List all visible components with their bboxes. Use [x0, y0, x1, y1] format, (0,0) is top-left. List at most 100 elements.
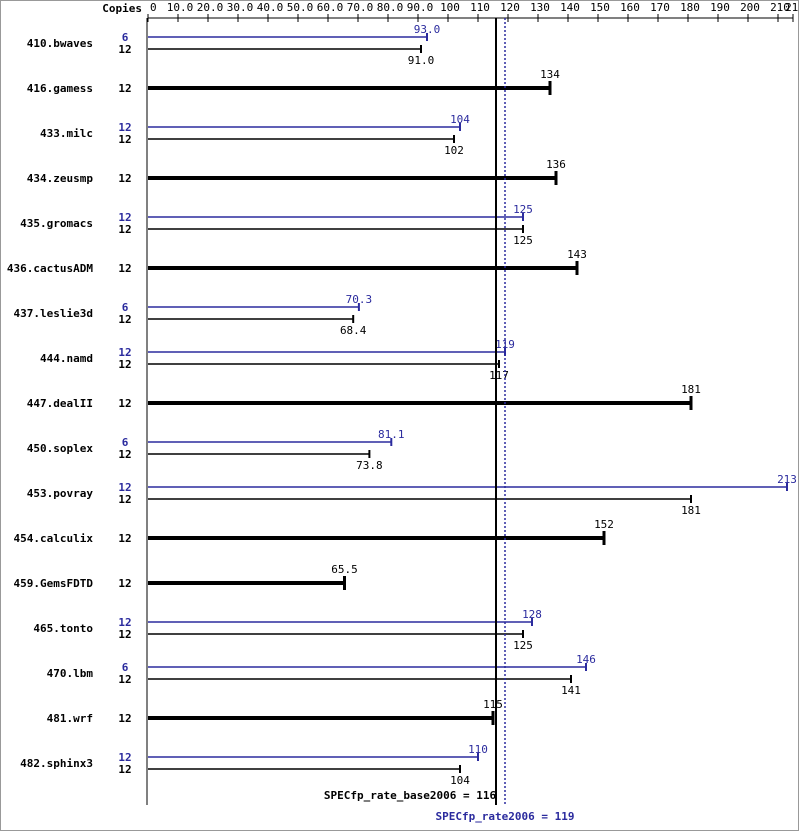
copies-label: 12 — [118, 346, 131, 359]
copies-label: 12 — [118, 313, 131, 326]
category-label: 454.calculix — [14, 532, 94, 545]
category-label: 435.gromacs — [20, 217, 93, 230]
copies-label: 6 — [122, 31, 129, 44]
value-label: 152 — [594, 518, 614, 531]
x-axis-label: Copies — [102, 2, 142, 15]
value-label: 143 — [567, 248, 587, 261]
bar — [148, 498, 691, 500]
copies-label: 6 — [122, 661, 129, 674]
x-tick-label: 80.0 — [377, 1, 404, 14]
copies-label: 12 — [118, 358, 131, 371]
copies-label: 12 — [118, 712, 131, 725]
x-tick-label: 50.0 — [287, 1, 314, 14]
x-tick-label: 150 — [590, 1, 610, 14]
x-tick-label: 60.0 — [317, 1, 344, 14]
x-tick-label: 210 — [770, 1, 790, 14]
value-label: 115 — [483, 698, 503, 711]
x-tick-label: 215 — [785, 1, 799, 14]
x-tick-label: 40.0 — [257, 1, 284, 14]
x-tick-label: 170 — [650, 1, 670, 14]
value-label: 110 — [468, 743, 488, 756]
value-label: 181 — [681, 383, 701, 396]
copies-label: 12 — [118, 481, 131, 494]
x-tick-label: 200 — [740, 1, 760, 14]
bar — [148, 486, 787, 488]
bar — [148, 536, 604, 540]
bar — [148, 126, 460, 128]
bar — [148, 756, 478, 758]
copies-label: 12 — [118, 397, 131, 410]
x-tick-label: 30.0 — [227, 1, 254, 14]
x-tick-label: 100 — [440, 1, 460, 14]
category-label: 447.dealII — [27, 397, 93, 410]
x-tick-label: 0 — [150, 1, 157, 14]
copies-label: 12 — [118, 82, 131, 95]
value-label: 141 — [561, 684, 581, 697]
reference-label: SPECfp_rate_base2006 = 116 — [324, 789, 497, 802]
value-label: 213 — [777, 473, 797, 486]
value-label: 181 — [681, 504, 701, 517]
bar — [148, 36, 427, 38]
x-tick-label: 160 — [620, 1, 640, 14]
value-label: 146 — [576, 653, 596, 666]
bar — [148, 581, 345, 585]
bar — [148, 401, 691, 405]
category-label: 482.sphinx3 — [20, 757, 93, 770]
x-tick-label: 70.0 — [347, 1, 374, 14]
x-tick-label: 10.0 — [167, 1, 194, 14]
bar — [148, 666, 586, 668]
value-label: 70.3 — [346, 293, 373, 306]
x-tick-label: 180 — [680, 1, 700, 14]
value-label: 134 — [540, 68, 560, 81]
category-label: 453.povray — [27, 487, 94, 500]
copies-label: 12 — [118, 673, 131, 686]
copies-label: 6 — [122, 436, 129, 449]
value-label: 125 — [513, 203, 533, 216]
bar — [148, 363, 499, 365]
bar — [148, 351, 505, 353]
value-label: 125 — [513, 639, 533, 652]
copies-label: 12 — [118, 616, 131, 629]
copies-label: 12 — [118, 493, 131, 506]
bar — [148, 453, 370, 455]
x-tick-label: 190 — [710, 1, 730, 14]
bar — [148, 48, 421, 50]
value-label: 65.5 — [331, 563, 358, 576]
copies-label: 12 — [118, 121, 131, 134]
bar — [148, 716, 493, 720]
copies-label: 12 — [118, 628, 131, 641]
value-label: 128 — [522, 608, 542, 621]
value-label: 104 — [450, 113, 470, 126]
category-label: 410.bwaves — [27, 37, 93, 50]
bar — [148, 266, 577, 270]
copies-label: 12 — [118, 43, 131, 56]
x-tick-label: 130 — [530, 1, 550, 14]
bar — [148, 621, 532, 623]
value-label: 136 — [546, 158, 566, 171]
x-tick-label: 110 — [470, 1, 490, 14]
x-tick-label: 120 — [500, 1, 520, 14]
x-tick-label: 20.0 — [197, 1, 224, 14]
x-tick-label: 140 — [560, 1, 580, 14]
bar — [148, 216, 523, 218]
value-label: 73.8 — [356, 459, 383, 472]
bar — [148, 768, 460, 770]
bar — [148, 138, 454, 140]
value-label: 102 — [444, 144, 464, 157]
copies-label: 12 — [118, 211, 131, 224]
category-label: 416.gamess — [27, 82, 93, 95]
bar — [148, 633, 523, 635]
reference-label: SPECfp_rate2006 = 119 — [435, 810, 574, 823]
value-label: 68.4 — [340, 324, 367, 337]
copies-label: 12 — [118, 172, 131, 185]
bar — [148, 318, 354, 320]
category-label: 459.GemsFDTD — [14, 577, 94, 590]
category-label: 437.leslie3d — [14, 307, 93, 320]
bar — [148, 306, 359, 308]
copies-label: 12 — [118, 532, 131, 545]
category-label: 433.milc — [40, 127, 93, 140]
copies-label: 12 — [118, 763, 131, 776]
bar — [148, 678, 571, 680]
copies-label: 6 — [122, 301, 129, 314]
